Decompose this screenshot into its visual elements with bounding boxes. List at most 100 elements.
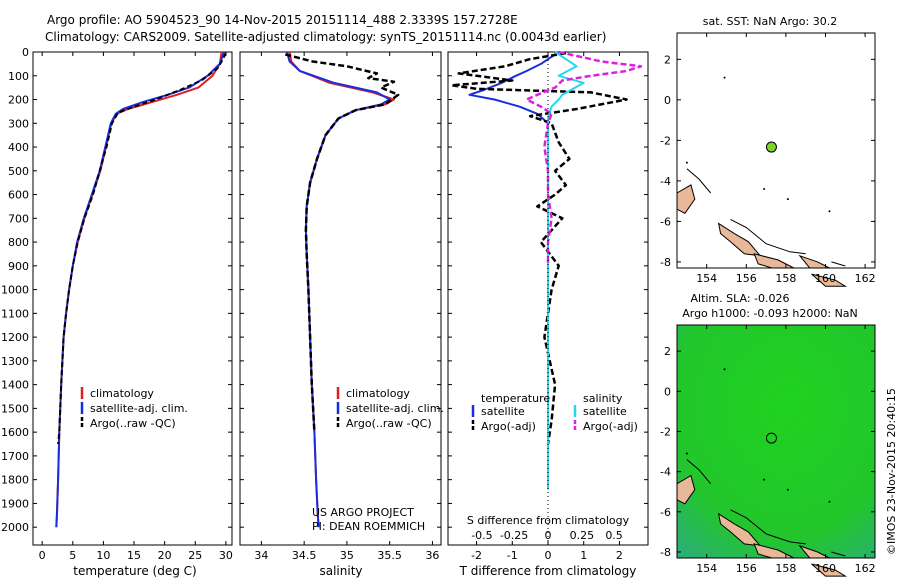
coastline — [831, 261, 846, 267]
sla-map-panel: 154 156 158 160 162 2 0 -2 -4 -6 -8 — [660, 324, 876, 577]
legend-label: satellite — [583, 405, 627, 418]
x-tick-label: 156 — [736, 272, 757, 285]
series-line-climatology — [288, 51, 395, 528]
series-line-satellite — [286, 51, 391, 528]
island-dot — [786, 198, 789, 201]
difference-xlabel-top: S difference from climatology — [467, 514, 630, 527]
y-tick-label: 200 — [8, 94, 29, 107]
y-tick-label: 1600 — [1, 426, 29, 439]
s-tick-label: -0.5 — [471, 529, 492, 542]
island-dot — [723, 368, 726, 371]
x-tick-label: 1 — [580, 549, 587, 562]
temperature-xlabel: temperature (deg C) — [73, 564, 196, 578]
x-tick-label: 158 — [775, 272, 796, 285]
x-tick-label: -2 — [471, 549, 482, 562]
plot-frame — [32, 51, 233, 546]
difference-xlabel: T difference from climatology — [459, 564, 637, 578]
series-line-argo — [284, 53, 400, 433]
y-tick-label: -4 — [660, 175, 671, 188]
land-mass — [717, 512, 762, 547]
land-mass — [753, 253, 795, 269]
x-tick-label: 36 — [425, 549, 439, 562]
legend-label: Argo(-adj) — [481, 420, 536, 433]
y-tick-label: -6 — [660, 215, 671, 228]
coastline — [686, 168, 712, 194]
map-frame — [676, 32, 876, 269]
map-sla-title-1: Altim. SLA: -0.026 — [690, 292, 789, 305]
land-mass — [717, 222, 762, 257]
coastline — [831, 551, 846, 557]
coastline — [730, 509, 806, 545]
coastline — [730, 218, 806, 255]
y-tick-label: 1500 — [1, 402, 29, 415]
series-line-t-argo — [450, 51, 628, 445]
y-tick-label: 0 — [22, 46, 29, 59]
x-tick-label: 154 — [696, 562, 717, 575]
temperature-panel: 0100200300400500600700800900100011001200… — [1, 46, 233, 562]
y-tick-label: 800 — [8, 236, 29, 249]
salinity-annotation-2: PI: DEAN ROEMMICH — [312, 520, 425, 533]
island-dot — [763, 187, 766, 190]
y-tick-label: 0 — [664, 94, 671, 107]
y-tick-label: 1100 — [1, 307, 29, 320]
y-tick-label: 900 — [8, 260, 29, 273]
legend-label: climatology — [90, 387, 154, 400]
land-mass — [676, 184, 696, 214]
salinity-panel: 34 34.5 35 35.5 36 climatology satellite-adj. … — [239, 51, 444, 562]
island-dot — [723, 76, 726, 79]
series-line-argo — [57, 52, 227, 445]
credit-label: ©IMOS 23-Nov-2015 20:40:15 — [885, 388, 898, 555]
series-line-climatology — [55, 51, 223, 528]
land-mass — [811, 563, 848, 577]
legend-title: temperature — [481, 392, 550, 405]
x-tick-label: 10 — [96, 549, 110, 562]
legend-label: Argo(..raw -QC) — [90, 417, 176, 430]
y-tick-label: -8 — [660, 546, 671, 559]
y-tick-label: 1300 — [1, 355, 29, 368]
coastline — [686, 459, 712, 485]
x-tick-label: 162 — [855, 562, 876, 575]
island-dot — [685, 161, 688, 164]
x-tick-label: 0 — [39, 549, 46, 562]
y-tick-label: 2 — [664, 53, 671, 66]
x-tick-label: 160 — [815, 562, 836, 575]
island-dot — [786, 488, 789, 491]
y-tick-label: 500 — [8, 165, 29, 178]
x-tick-label: 154 — [696, 272, 717, 285]
series-line-s-satellite — [547, 51, 585, 490]
x-tick-label: 34.5 — [292, 549, 317, 562]
legend-label: Argo(..raw -QC) — [346, 417, 432, 430]
s-tick-label: 0.5 — [605, 529, 623, 542]
salinity-annotation-1: US ARGO PROJECT — [312, 506, 414, 519]
y-tick-label: 2 — [664, 345, 671, 358]
y-tick-label: 600 — [8, 189, 29, 202]
s-tick-label: 0 — [545, 529, 552, 542]
y-tick-label: -8 — [660, 256, 671, 269]
x-tick-label: 162 — [855, 272, 876, 285]
x-tick-label: 35.5 — [377, 549, 402, 562]
title-line-2: Climatology: CARS2009. Satellite-adjuste… — [45, 30, 606, 44]
y-tick-label: 1400 — [1, 379, 29, 392]
island-dot — [763, 478, 766, 481]
x-tick-label: 35 — [340, 549, 354, 562]
legend-label: satellite-adj. clim. — [346, 402, 444, 415]
x-tick-label: 15 — [127, 549, 141, 562]
legend-label: satellite — [481, 405, 525, 418]
y-tick-label: 1900 — [1, 497, 29, 510]
x-tick-label: 156 — [736, 562, 757, 575]
y-tick-label: 1200 — [1, 331, 29, 344]
title-line-1: Argo profile: AO 5904523_90 14-Nov-2015 … — [47, 13, 518, 27]
s-tick-label: -0.25 — [500, 529, 528, 542]
sla-field — [677, 325, 875, 558]
map-frame — [676, 324, 876, 559]
s-tick-label: 0.25 — [570, 529, 595, 542]
series-line-s-argo — [525, 50, 643, 266]
x-tick-label: 2 — [616, 549, 623, 562]
x-tick-label: 5 — [69, 549, 76, 562]
x-tick-label: 158 — [775, 562, 796, 575]
y-tick-label: -4 — [660, 466, 671, 479]
y-tick-label: 400 — [8, 141, 29, 154]
island-dot — [828, 500, 831, 503]
float-position-marker — [765, 141, 777, 153]
y-tick-label: 1700 — [1, 450, 29, 463]
